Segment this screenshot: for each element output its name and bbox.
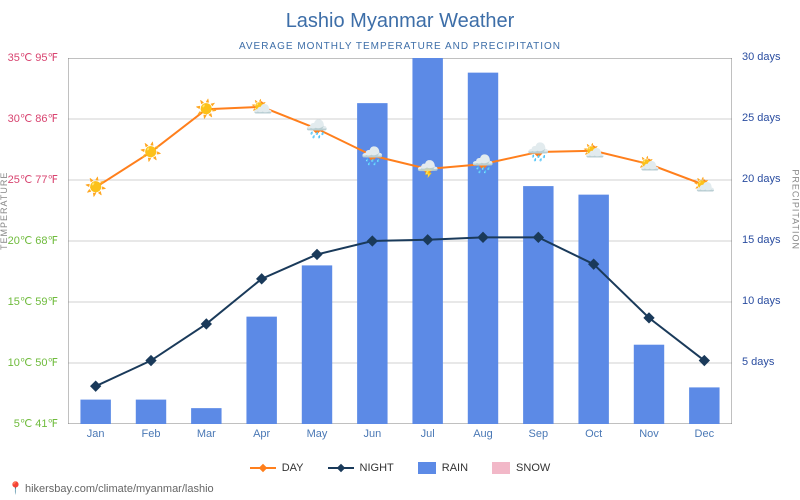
legend-item-night: NIGHT (328, 462, 394, 474)
weather-icon: 🌩️ (416, 160, 438, 178)
y-left-tick-label: 30℃ 86℉ (8, 112, 58, 125)
y-left-tick-label: 20℃ 68℉ (8, 234, 58, 247)
legend-item-rain: RAIN (418, 462, 468, 474)
x-tick-label: May (307, 428, 328, 440)
x-tick-label: Jan (87, 428, 105, 440)
map-pin-icon: 📍 (8, 481, 23, 495)
weather-icon: 🌧️ (361, 147, 383, 165)
legend-swatch-day (250, 467, 276, 469)
chart-plot-area: ☀️ ☀️ ☀️ ⛅ 🌧️ 🌧️ 🌩️ 🌧️ 🌧️ ⛅ ⛅ ⛅ (68, 58, 732, 424)
weather-icon: ⛅ (693, 176, 715, 194)
footer-url: hikersbay.com/climate/myanmar/lashio (25, 483, 214, 495)
y-right-tick-label: 15 days (742, 234, 781, 246)
x-tick-label: Sep (529, 428, 549, 440)
weather-icon: ☀️ (84, 178, 106, 196)
x-tick-label: Oct (585, 428, 602, 440)
y-left-tick-label: 5℃ 41℉ (14, 417, 58, 430)
weather-icon: ⛅ (582, 142, 604, 160)
y-right-tick-label: 5 days (742, 356, 774, 368)
x-tick-label: Nov (639, 428, 659, 440)
weather-icon: ☀️ (140, 143, 162, 161)
y-right-tick-label: 20 days (742, 173, 781, 185)
chart-svg (68, 58, 732, 424)
legend-item-day: DAY (250, 462, 304, 474)
y-left-tick-label: 25℃ 77℉ (8, 173, 58, 186)
legend-label-day: DAY (282, 462, 304, 474)
legend-item-snow: SNOW (492, 462, 550, 474)
weather-icon: ⛅ (638, 155, 660, 173)
y-right-tick-label: 30 days (742, 51, 781, 63)
x-tick-label: Mar (197, 428, 216, 440)
y-axis-left: 5℃ 41℉10℃ 50℉15℃ 59℉20℃ 68℉25℃ 77℉30℃ 86… (0, 58, 64, 424)
y-right-tick-label: 10 days (742, 295, 781, 307)
chart-title: Lashio Myanmar Weather (0, 0, 800, 33)
right-axis-title: PRECIPITATION (791, 169, 800, 250)
x-tick-label: Jul (421, 428, 435, 440)
y-left-tick-label: 15℃ 59℉ (8, 295, 58, 308)
weather-icon: ☀️ (195, 100, 217, 118)
y-left-tick-label: 10℃ 50℉ (8, 356, 58, 369)
legend-swatch-night (328, 467, 354, 469)
x-tick-label: Jun (363, 428, 381, 440)
weather-icon: 🌧️ (306, 120, 328, 138)
weather-icon: ⛅ (250, 98, 272, 116)
weather-icon: 🌧️ (472, 155, 494, 173)
weather-icon: 🌧️ (527, 143, 549, 161)
legend-label-night: NIGHT (360, 462, 394, 474)
x-tick-label: Aug (473, 428, 493, 440)
legend-swatch-snow (492, 462, 510, 474)
x-tick-label: Dec (695, 428, 715, 440)
legend: DAY NIGHT RAIN SNOW (0, 462, 800, 474)
footer: 📍hikersbay.com/climate/myanmar/lashio (8, 481, 214, 495)
chart-subtitle: AVERAGE MONTHLY TEMPERATURE AND PRECIPIT… (0, 41, 800, 52)
y-left-tick-label: 35℃ 95℉ (8, 51, 58, 64)
legend-swatch-rain (418, 462, 436, 474)
legend-label-snow: SNOW (516, 462, 550, 474)
y-right-tick-label: 25 days (742, 112, 781, 124)
x-tick-label: Feb (142, 428, 161, 440)
x-axis-labels: Jan Feb Mar Apr May Jun Jul Aug Sep Oct Nov Dec (68, 428, 732, 444)
x-tick-label: Apr (253, 428, 270, 440)
legend-label-rain: RAIN (442, 462, 468, 474)
left-axis-title: TEMPERATURE (0, 172, 9, 250)
